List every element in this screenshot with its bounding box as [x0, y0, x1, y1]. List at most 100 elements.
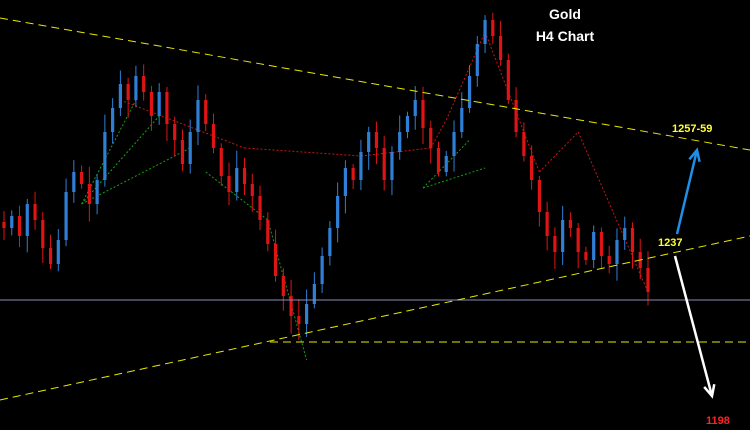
candle-body [2, 222, 6, 228]
candle-body [33, 204, 37, 220]
candle-body [149, 92, 154, 116]
zigzag-red-line [445, 31, 486, 121]
zigzag-red-line [244, 147, 361, 157]
candle-body [615, 240, 619, 264]
candle-body [514, 100, 518, 132]
candle-body [173, 124, 177, 140]
down-projection-arrow-head [703, 383, 716, 399]
candle-body [95, 180, 99, 204]
candle-body [460, 108, 464, 132]
candle-body [72, 172, 76, 192]
candle-body [258, 196, 262, 220]
candle-body [103, 132, 107, 180]
candle-body [266, 220, 270, 244]
zigzag-green-line [205, 171, 269, 221]
candle-body [382, 148, 386, 180]
candle-body [328, 228, 332, 256]
candle-body [467, 76, 472, 108]
candle-body [530, 156, 534, 180]
lower-trendline [0, 235, 750, 401]
candle-layer [2, 12, 650, 341]
chart-subtitle: H4 Chart [535, 28, 595, 44]
candle-body [111, 108, 115, 132]
candle-body [289, 296, 293, 316]
level-label-upper: 1257-59 [672, 123, 713, 135]
candle-body [25, 204, 29, 236]
zigzag-red-line [360, 147, 431, 157]
candle-body [305, 304, 309, 324]
candle-body [320, 256, 324, 284]
candle-body [188, 132, 192, 164]
zigzag-red-line [577, 131, 649, 293]
candle-body [10, 216, 14, 228]
level-label-middle: 1237 [658, 237, 683, 249]
candle-body [165, 92, 169, 124]
candle-body [196, 100, 200, 132]
upper-trendline [0, 17, 750, 151]
candle-body [250, 184, 254, 196]
zigzag-green-line [81, 115, 160, 205]
trendline-layer [0, 17, 750, 401]
zigzag-green-line [81, 147, 191, 205]
candle-body [592, 232, 596, 260]
candle-body [545, 212, 549, 236]
candle-body [630, 228, 635, 252]
zigzag-red-line [430, 119, 447, 149]
candle-body [429, 128, 433, 148]
candle-body [483, 20, 487, 44]
candle-body [568, 220, 573, 228]
candle-body [312, 284, 316, 304]
candle-body [498, 36, 503, 60]
candle-body [180, 140, 185, 164]
candle-body [398, 132, 402, 152]
candle-body [584, 252, 588, 260]
candle-body [444, 156, 448, 172]
candle-body [142, 76, 146, 92]
up-projection-arrow-shaft [675, 149, 699, 235]
candle-body [421, 100, 425, 128]
candle-body [390, 152, 394, 180]
candle-body [48, 248, 53, 264]
candle-body [157, 92, 161, 116]
level-label-lower: 1198 [706, 415, 730, 427]
candle-body [79, 172, 84, 184]
candle-body [553, 236, 557, 252]
zigzag-layer [81, 31, 649, 361]
candle-body [646, 268, 650, 292]
candle-body [297, 316, 301, 324]
candle-body [17, 216, 22, 236]
candle-body [475, 44, 479, 76]
candle-body [126, 84, 130, 100]
zigzag-red-line [539, 131, 579, 173]
candle-body [537, 180, 541, 212]
candle-body [413, 100, 417, 116]
candle-body [134, 76, 138, 100]
candle-body [405, 116, 410, 132]
candle-body [336, 196, 340, 228]
candle-body [273, 244, 278, 276]
candle-body [522, 132, 526, 156]
candle-body [607, 256, 611, 264]
candle-body [351, 168, 355, 180]
candle-body [235, 168, 239, 192]
candle-body [623, 228, 627, 240]
candle-body [599, 232, 604, 256]
candle-body [491, 20, 495, 36]
candle-body [227, 176, 231, 192]
candle-body [204, 100, 208, 124]
candle-body [452, 132, 456, 156]
candle-body [367, 132, 371, 152]
arrow-layer [673, 147, 716, 399]
candle-body [87, 184, 91, 204]
candle-body [64, 192, 68, 240]
zigzag-red-line [484, 31, 540, 173]
candle-body [118, 84, 122, 108]
candle-body [343, 168, 347, 196]
candle-body [41, 220, 45, 248]
up-projection-arrow-head [688, 147, 701, 162]
candle-body [506, 60, 510, 100]
candle-body [281, 276, 285, 296]
candle-body [359, 152, 363, 180]
zigzag-green-line [267, 219, 308, 361]
